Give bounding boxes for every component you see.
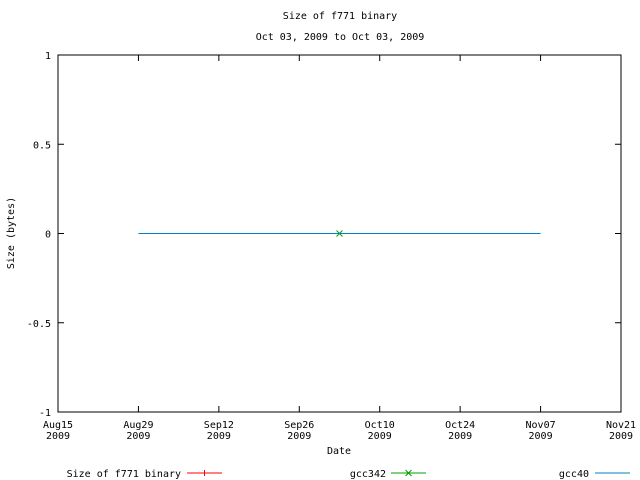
y-tick-label: -1 — [39, 408, 51, 419]
legend-label: gcc40 — [559, 469, 589, 480]
legend-marker — [405, 469, 412, 477]
y-tick-label: 1 — [45, 51, 51, 62]
y-tick-label: 0.5 — [33, 140, 51, 151]
series-layer — [138, 230, 541, 237]
legend-label: Size of f771 binary — [67, 469, 181, 480]
x-tick-label: 2009 — [529, 431, 553, 442]
x-axis: Aug152009Aug292009Sep122009Sep262009Oct1… — [43, 55, 636, 442]
x-tick-label: 2009 — [287, 431, 311, 442]
x-tick-label: Sep26 — [284, 420, 314, 431]
x-tick-label: Sep12 — [204, 420, 234, 431]
y-tick-label: -0.5 — [27, 319, 51, 330]
chart-title: Size of f771 binary — [283, 11, 397, 22]
chart-subtitle: Oct 03, 2009 to Oct 03, 2009 — [256, 32, 425, 43]
x-tick-label: Nov21 — [606, 420, 636, 431]
y-axis: 1 0.5 0 -0.5 -1 — [27, 51, 621, 419]
x-tick-label: 2009 — [46, 431, 70, 442]
legend: Size of f771 binary gcc342 gcc40 — [67, 469, 630, 480]
x-tick-label: 2009 — [207, 431, 231, 442]
legend-marker — [201, 470, 208, 476]
x-tick-label: Oct24 — [445, 420, 475, 431]
x-tick-label: Aug29 — [123, 420, 153, 431]
x-axis-label: Date — [327, 446, 351, 457]
x-tick-label: 2009 — [368, 431, 392, 442]
x-tick-label: Aug15 — [43, 420, 73, 431]
x-tick-label: 2009 — [448, 431, 472, 442]
x-tick-label: 2009 — [126, 431, 150, 442]
x-tick-label: 2009 — [609, 431, 633, 442]
y-axis-label: Size (bytes) — [6, 197, 17, 269]
x-tick-label: Oct10 — [365, 420, 395, 431]
y-tick-label: 0 — [45, 230, 51, 241]
legend-label: gcc342 — [350, 469, 386, 480]
x-tick-label: Nov07 — [526, 420, 556, 431]
